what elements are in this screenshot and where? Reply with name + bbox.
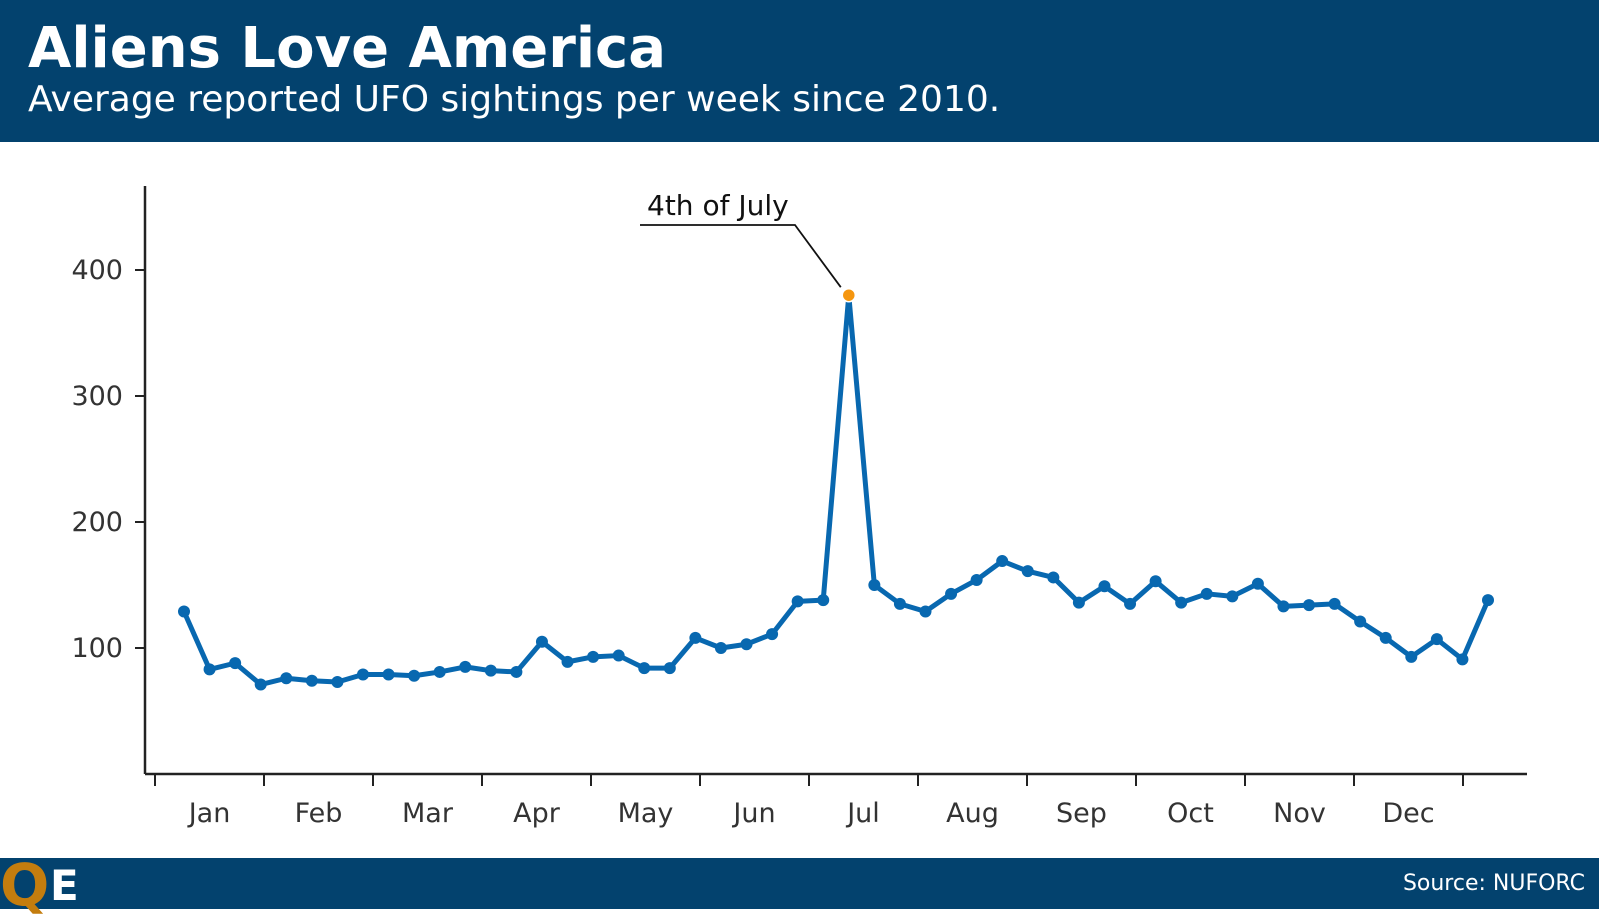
data-point (305, 674, 318, 687)
line-chart: 100 200 300 400 Jan Feb Mar Apr May Jun Jul Aug Sep O… (71, 186, 1527, 829)
data-point (587, 650, 600, 663)
data-point (1482, 594, 1494, 607)
x-tick-label-jun: Jun (731, 798, 775, 829)
logo-q: Q (0, 851, 50, 919)
data-point (1149, 575, 1162, 588)
data-point (638, 662, 651, 675)
data-point (1456, 653, 1469, 666)
x-tick-label-nov: Nov (1273, 798, 1326, 829)
header-banner: Aliens Love America Average reported UFO… (0, 0, 1599, 142)
data-point (1072, 596, 1085, 609)
series-line (181, 292, 1491, 688)
data-point (817, 594, 830, 607)
data-point (1277, 600, 1290, 613)
data-point (1328, 597, 1341, 610)
data-point (254, 678, 267, 691)
data-point (612, 649, 625, 662)
data-point (945, 587, 958, 600)
data-point (1124, 597, 1137, 610)
data-point (331, 676, 344, 689)
y-tick-label: 300 (71, 381, 123, 412)
data-point (689, 631, 702, 644)
data-point (356, 668, 369, 681)
data-point (1303, 599, 1316, 612)
data-point (663, 662, 676, 675)
data-point (1047, 571, 1060, 584)
data-point (459, 660, 472, 673)
x-tick-label-jul: Jul (845, 798, 880, 829)
x-tick-label-jan: Jan (187, 798, 231, 829)
chart-subtitle: Average reported UFO sightings per week … (28, 79, 1001, 120)
data-point (178, 605, 190, 618)
data-point (280, 672, 293, 685)
x-tick-label-oct: Oct (1167, 798, 1214, 829)
data-point (1430, 633, 1443, 646)
data-point (1354, 615, 1367, 628)
data-point (1379, 631, 1392, 644)
data-point (1200, 587, 1213, 600)
y-tick-label: 200 (71, 507, 123, 538)
data-point (561, 655, 574, 668)
data-point (893, 597, 906, 610)
x-tick-label-dec: Dec (1382, 798, 1434, 829)
annotation-label: 4th of July (647, 189, 789, 222)
logo: Q E (0, 852, 82, 918)
annotation-leader (640, 224, 842, 288)
x-tick-label-feb: Feb (295, 798, 343, 829)
data-point (1021, 565, 1034, 578)
data-point (229, 657, 242, 670)
data-point (970, 573, 983, 586)
data-point (996, 555, 1009, 568)
y-tick-label: 100 (71, 633, 123, 664)
y-tick-label: 400 (71, 255, 123, 286)
data-point (510, 665, 523, 678)
data-point (766, 628, 779, 641)
data-point (714, 642, 727, 654)
data-point (868, 579, 881, 591)
footer-banner (0, 858, 1599, 909)
data-point (740, 638, 753, 651)
x-tick-label-mar: Mar (402, 798, 454, 829)
x-tick-label-may: May (618, 798, 674, 829)
data-point (1175, 596, 1188, 609)
data-point-highlight (841, 287, 857, 303)
data-point (1251, 577, 1264, 590)
chart-title: Aliens Love America (28, 16, 667, 81)
source-note: Source: NUFORC (1402, 871, 1585, 896)
data-point (484, 664, 497, 677)
data-point (382, 668, 395, 681)
x-tick-label-aug: Aug (946, 798, 999, 829)
data-point (791, 595, 804, 608)
x-tick-label-apr: Apr (513, 798, 561, 829)
data-point (535, 635, 548, 648)
data-point (408, 669, 421, 682)
data-point (1405, 650, 1418, 663)
logo-e: E (50, 861, 79, 910)
x-tick-label-sep: Sep (1056, 798, 1107, 829)
data-point (1098, 580, 1111, 593)
data-point (919, 605, 932, 618)
data-point (1226, 590, 1239, 603)
data-point (203, 663, 216, 676)
data-point (433, 665, 446, 678)
